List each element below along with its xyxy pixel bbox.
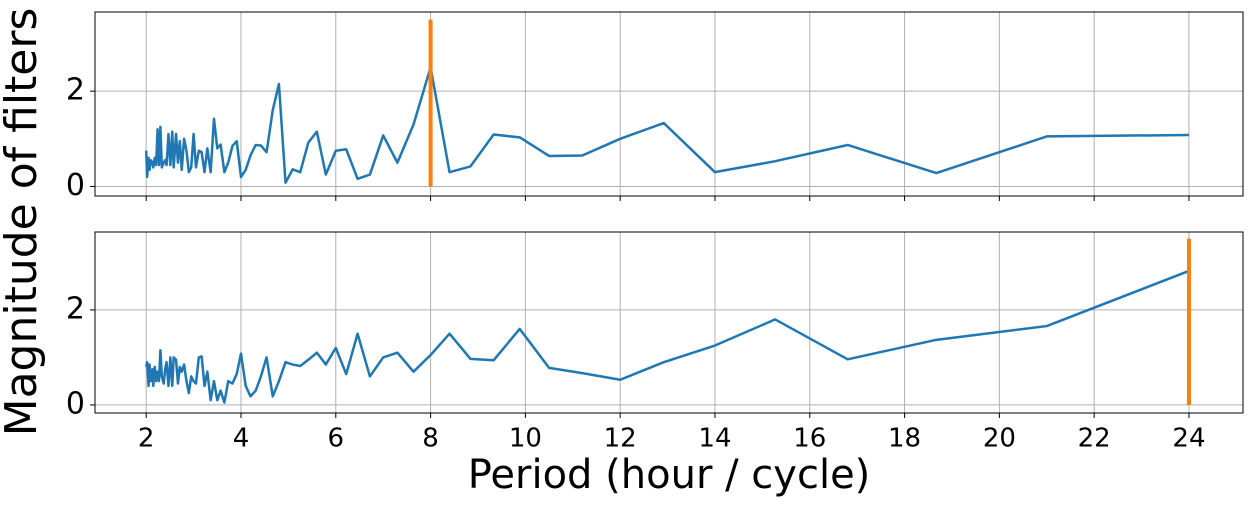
line-series	[144, 269, 1190, 404]
line-series	[144, 66, 1189, 184]
y-tick-label: 0	[66, 386, 85, 421]
x-tick-label: 20	[983, 424, 1016, 454]
y-tick-label: 2	[66, 73, 85, 108]
x-tick-label: 22	[1078, 424, 1111, 454]
y-tick-label: 0	[66, 168, 85, 203]
y-tick-label: 2	[66, 291, 85, 326]
axes-frame	[94, 11, 1244, 197]
x-tick-label: 18	[888, 424, 921, 454]
y-axis-label: Magnitude of filters	[0, 8, 47, 437]
x-tick-label: 14	[698, 424, 731, 454]
axes-frame	[94, 231, 1244, 414]
x-tick-label: 6	[328, 424, 345, 454]
x-tick-label: 8	[422, 424, 439, 454]
x-tick-label: 2	[138, 424, 155, 454]
x-axis-label: Period (hour / cycle)	[468, 452, 871, 498]
x-tick-label: 4	[233, 424, 250, 454]
x-tick-label: 12	[604, 424, 637, 454]
x-tick-label: 16	[793, 424, 826, 454]
x-tick-label: 24	[1172, 424, 1205, 454]
x-tick-label: 10	[509, 424, 542, 454]
